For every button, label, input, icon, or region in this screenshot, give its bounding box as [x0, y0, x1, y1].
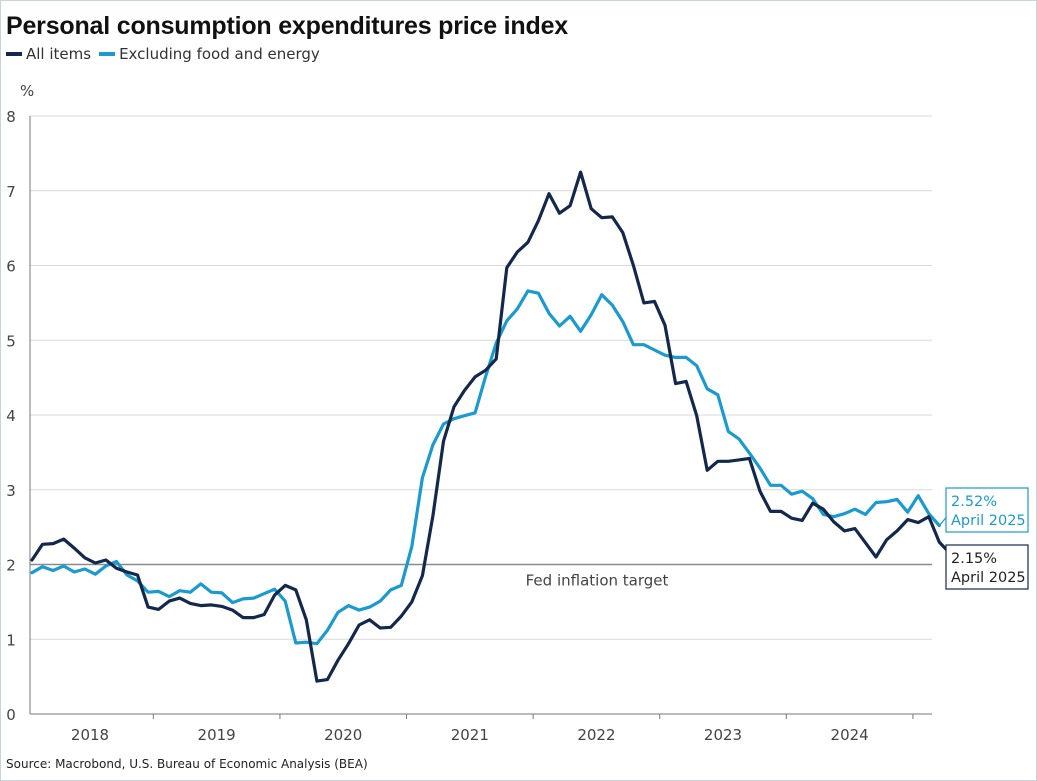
chart-title: Personal consumption expenditures price …: [6, 12, 568, 40]
annotation-core-box: [945, 487, 1029, 533]
y-tick-label-7: 7: [6, 183, 16, 201]
series-line-core: [30, 289, 941, 646]
legend-swatch-all-items: [6, 52, 22, 56]
series-layer: [30, 170, 952, 683]
annotation-all-items-box: [945, 544, 1029, 590]
chart-legend: All items Excluding food and energy: [6, 45, 328, 63]
legend-item-core: Excluding food and energy: [99, 45, 320, 63]
axis-layer: 0 1 2 3 4 5 6 7 8% Fed inflation target 2018 2019 20…: [6, 82, 932, 744]
y-tick-label-8: 8: [6, 108, 16, 126]
annotation-layer: 2.52% April 2025 2.15% April 2025: [938, 487, 1029, 590]
x-tick-label-2021: 2021: [451, 726, 489, 744]
y-tick-label-2: 2: [6, 557, 16, 575]
y-tick-label-0: 0: [6, 706, 16, 724]
annotation-core-date-label: April 2025: [951, 513, 1026, 529]
y-tick-label-4: 4: [6, 407, 16, 425]
legend-swatch-core: [99, 52, 116, 56]
y-tick-label-3: 3: [6, 482, 16, 500]
y-tick-label-5: 5: [6, 332, 16, 350]
y-tick-label-1: 1: [6, 631, 16, 649]
x-tick-label-2019: 2019: [198, 726, 236, 744]
annotation-core-pointer: [938, 517, 947, 526]
fed-target-label: Fed inflation target: [526, 572, 669, 590]
annotation-all-items-date-label: April 2025: [951, 570, 1026, 586]
grid-layer: [30, 115, 932, 640]
legend-label-core: Excluding food and energy: [119, 45, 320, 63]
legend-label-all-items: All items: [26, 45, 92, 63]
y-tick-label-6: 6: [6, 258, 16, 276]
x-tick-label-2018: 2018: [71, 726, 109, 744]
annotation-core-value-label: 2.52%: [951, 494, 997, 510]
x-tick-label-2022: 2022: [577, 726, 615, 744]
x-tick-label-2020: 2020: [324, 726, 362, 744]
chart-source: Source: Macrobond, U.S. Bureau of Econom…: [6, 757, 368, 771]
series-line-all-items: [30, 170, 952, 683]
annotation-all-items-value-label: 2.15%: [951, 551, 997, 567]
x-tick-label-2023: 2023: [704, 726, 742, 744]
x-tick-label-2024: 2024: [831, 726, 869, 744]
legend-item-all-items: All items: [6, 45, 91, 63]
y-axis-unit-label: %: [20, 82, 34, 100]
